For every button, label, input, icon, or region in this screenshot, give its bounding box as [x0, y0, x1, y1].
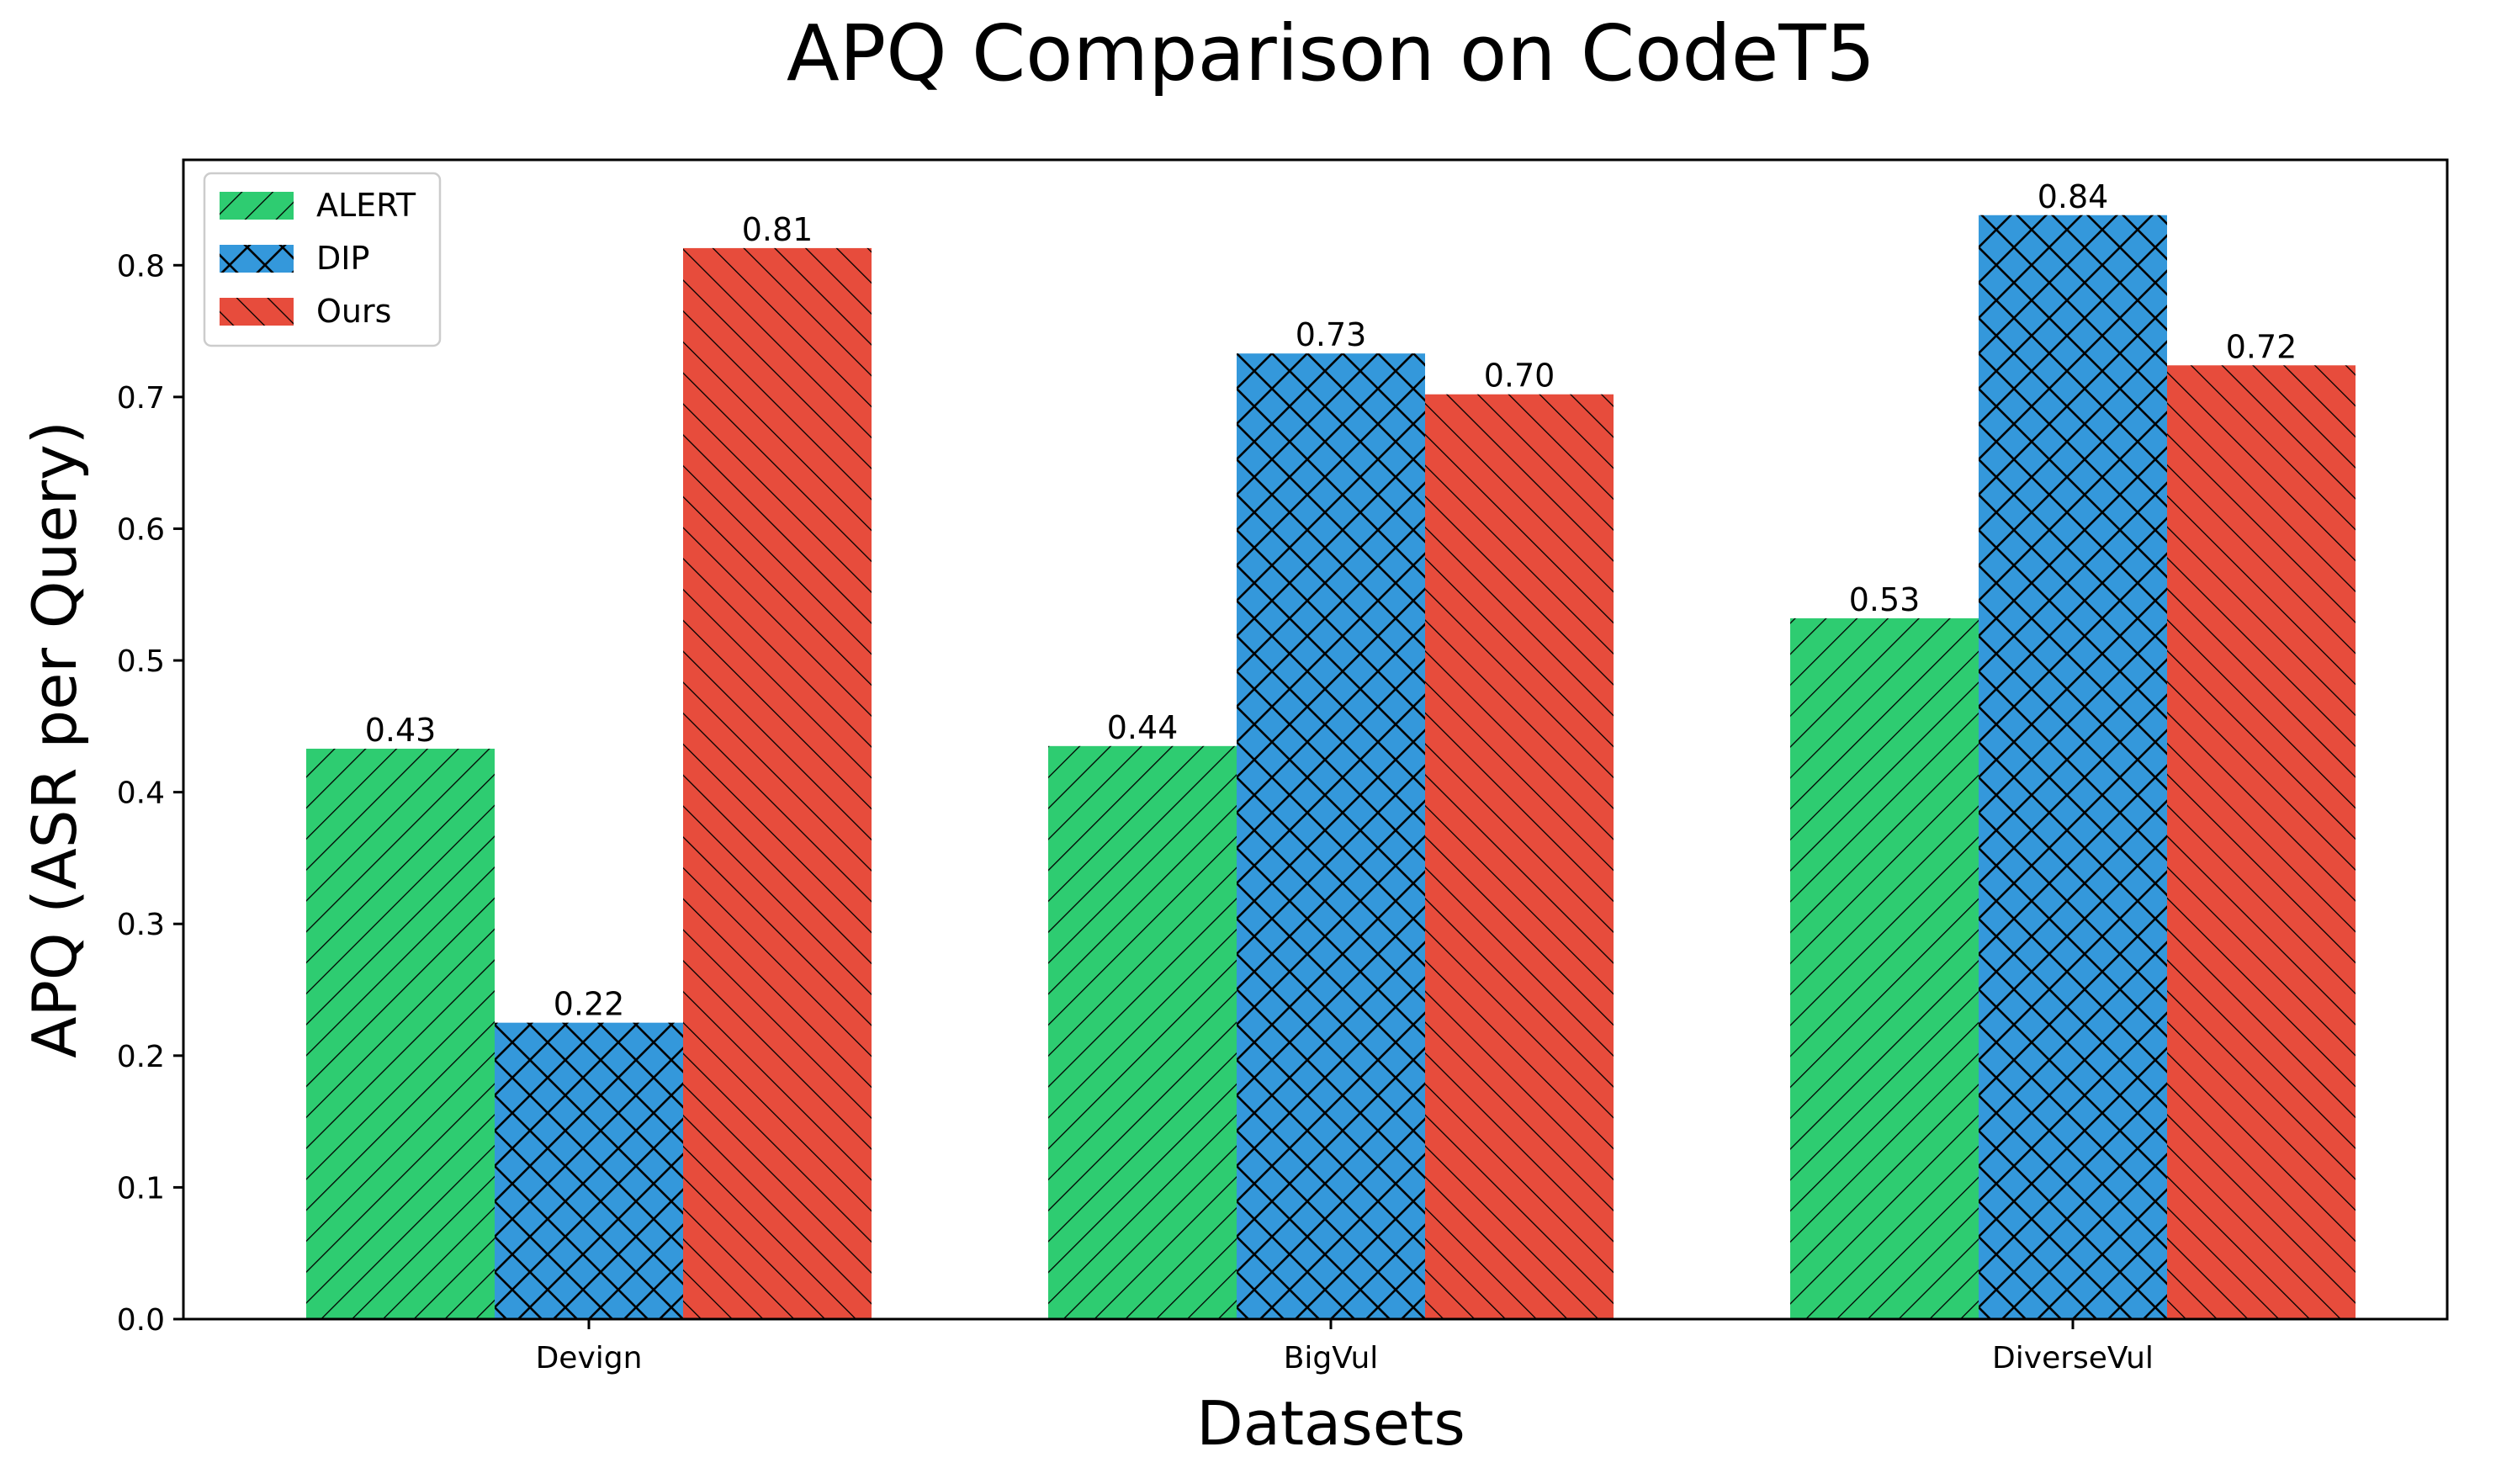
bar-hatch-dip-diversevul [1979, 215, 2167, 1319]
bar-hatch-dip-devign [495, 1022, 683, 1319]
data-label-dip-bigvul: 0.73 [1296, 316, 1367, 353]
data-label-ours-diversevul: 0.72 [2226, 328, 2297, 365]
bar-hatch-ours-diversevul [2167, 365, 2356, 1319]
plot-frame [182, 158, 2449, 1321]
y-tick-label: 0.7 [117, 381, 165, 416]
chart-title: APQ Comparison on CodeT5 [787, 8, 1875, 98]
y-axis-label: APQ (ASR per Query) [19, 421, 90, 1058]
data-label-dip-diversevul: 0.84 [2038, 178, 2109, 215]
data-label-ours-devign: 0.81 [742, 211, 813, 248]
y-tick-label: 0.1 [117, 1171, 165, 1206]
legend-label-alert: ALERT [316, 187, 416, 224]
x-axis: Devign BigVul DiverseVul [536, 1319, 2154, 1375]
bar-hatch-dip-bigvul [1237, 353, 1425, 1320]
bar-hatch-alert-devign [306, 748, 495, 1319]
x-tick-label: BigVul [1284, 1341, 1379, 1375]
x-tick-label: DiverseVul [1992, 1341, 2154, 1375]
legend-label-ours: Ours [316, 293, 391, 330]
bar-hatch-ours-devign [683, 247, 872, 1320]
x-tick-label: Devign [536, 1341, 643, 1375]
bar-hatch-ours-bigvul [1425, 394, 1614, 1319]
x-axis-label: Datasets [1196, 1388, 1465, 1459]
data-label-alert-bigvul: 0.44 [1107, 709, 1179, 746]
bars-layer: 0.43 0.22 0.81 0.44 0.73 0.70 0.53 0.84 0.72 [306, 178, 2356, 1320]
bar-hatch-alert-diversevul [1790, 617, 1979, 1319]
y-axis: 0.0 0.1 0.2 0.3 0.4 0.5 0.6 0.7 0.8 [117, 249, 183, 1338]
legend-swatch-hatch-ours [220, 298, 294, 326]
y-tick-label: 0.4 [117, 776, 165, 811]
data-label-alert-devign: 0.43 [365, 712, 437, 749]
data-label-ours-bigvul: 0.70 [1484, 358, 1555, 395]
legend: ALERT DIP Ours [203, 172, 442, 347]
legend-label-dip: DIP [316, 240, 369, 277]
y-tick-label: 0.5 [117, 644, 165, 679]
legend-swatch-hatch-dip [220, 245, 294, 273]
y-tick-label: 0.0 [117, 1303, 165, 1338]
legend-swatch-hatch-alert [220, 192, 294, 220]
y-tick-label: 0.3 [117, 908, 165, 942]
data-label-alert-diversevul: 0.53 [1849, 581, 1921, 618]
y-tick-label: 0.8 [117, 249, 165, 284]
y-tick-label: 0.6 [117, 512, 165, 547]
bar-hatch-alert-bigvul [1048, 745, 1237, 1319]
data-label-dip-devign: 0.22 [554, 986, 625, 1023]
y-tick-label: 0.2 [117, 1040, 165, 1074]
